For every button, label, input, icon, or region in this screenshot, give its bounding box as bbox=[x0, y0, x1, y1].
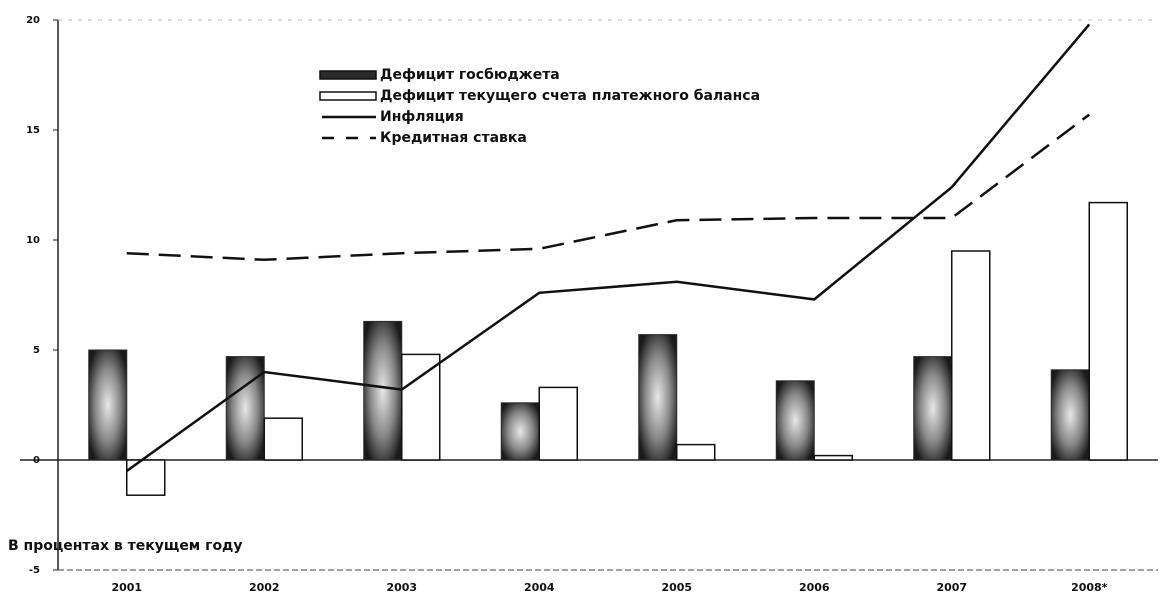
legend-swatch bbox=[319, 91, 377, 101]
bar bbox=[126, 459, 166, 496]
x-tick-label: 2003 bbox=[386, 581, 417, 594]
legend-label: Кредитная ставка bbox=[380, 130, 527, 146]
x-tick-label: 2002 bbox=[249, 581, 280, 594]
y-tick-label: 15 bbox=[26, 125, 40, 136]
bar bbox=[775, 380, 815, 461]
x-tick-label: 2004 bbox=[524, 581, 555, 594]
bar bbox=[538, 386, 578, 461]
legend-label: Инфляция bbox=[380, 109, 464, 125]
bar bbox=[676, 443, 716, 461]
y-tick-label: 0 bbox=[33, 455, 40, 466]
x-tick-label: 2005 bbox=[661, 581, 692, 594]
bar bbox=[638, 334, 678, 461]
bar bbox=[813, 454, 853, 461]
bar bbox=[951, 250, 991, 461]
x-tick-label: 2006 bbox=[799, 581, 830, 594]
y-tick-label: -5 bbox=[29, 565, 40, 576]
y-tick-label: 20 bbox=[26, 15, 40, 26]
bar bbox=[363, 320, 403, 461]
bar bbox=[263, 417, 303, 461]
bar bbox=[1050, 369, 1090, 461]
annotation: В процентах в текущем году bbox=[8, 538, 243, 554]
x-tick-label: 2008* bbox=[1071, 581, 1108, 594]
bar bbox=[913, 356, 953, 461]
x-tick-label: 2001 bbox=[111, 581, 142, 594]
legend-swatch bbox=[319, 70, 377, 80]
bar bbox=[88, 349, 128, 461]
legend-label: Дефицит госбюджета bbox=[380, 67, 560, 83]
bar bbox=[225, 356, 265, 461]
bar bbox=[500, 402, 540, 461]
legend-label: Дефицит текущего счета платежного баланс… bbox=[380, 88, 760, 104]
bar bbox=[401, 353, 441, 461]
line bbox=[126, 113, 1091, 262]
line bbox=[126, 23, 1091, 473]
bar bbox=[1088, 201, 1128, 461]
y-tick-label: 5 bbox=[33, 345, 40, 356]
y-tick-label: 10 bbox=[26, 235, 40, 246]
x-tick-label: 2007 bbox=[936, 581, 967, 594]
